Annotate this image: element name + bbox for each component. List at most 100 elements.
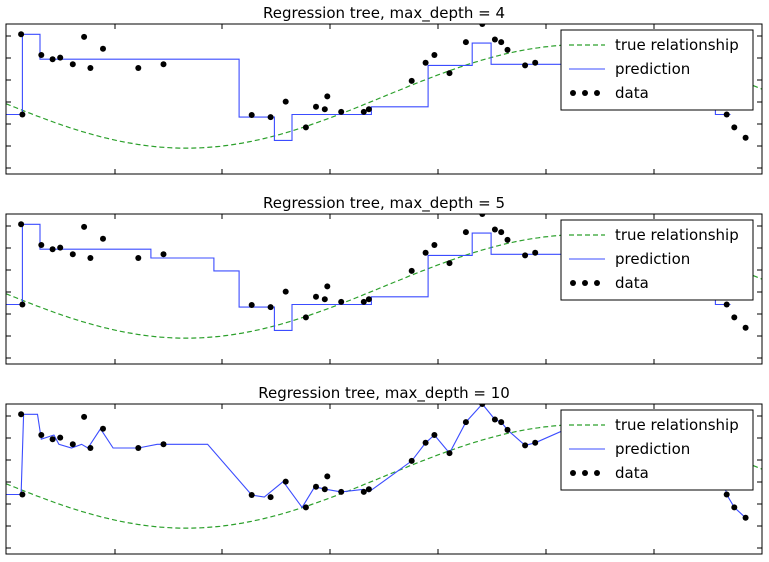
data-point (462, 229, 469, 236)
data-point (302, 124, 309, 131)
data-point (338, 108, 345, 115)
data-point (321, 106, 328, 113)
legend-label: prediction (615, 440, 690, 458)
data-point (742, 324, 749, 331)
data-point (324, 93, 331, 100)
data-point (731, 124, 738, 131)
data-point (360, 488, 367, 495)
legend-label: true relationship (615, 36, 739, 54)
data-point (498, 39, 505, 46)
data-point (498, 229, 505, 236)
data-point (267, 494, 274, 501)
data-point (18, 411, 25, 418)
data-point (532, 59, 539, 66)
data-point (321, 486, 328, 493)
legend-label: true relationship (615, 226, 739, 244)
data-point (431, 52, 438, 58)
data-point (321, 296, 328, 303)
data-point (313, 483, 319, 490)
legend-data-swatch (582, 90, 588, 96)
legend-data-swatch (582, 470, 588, 476)
data-point (408, 267, 415, 274)
data-point (338, 488, 345, 495)
data-point (504, 426, 511, 433)
chart-title: Regression tree, max_depth = 5 (263, 194, 505, 213)
data-point (462, 39, 469, 46)
subplot-2: Regression tree, max_depth = 5 true relat… (5, 194, 763, 365)
data-point (408, 77, 415, 84)
legend-data-swatch (594, 90, 600, 96)
data-point (18, 31, 25, 38)
data-point (160, 251, 167, 258)
data-point (498, 419, 505, 426)
legend-label: data (615, 274, 649, 292)
data-point (81, 223, 88, 230)
data-point (135, 65, 142, 71)
data-point (248, 112, 255, 118)
data-point (491, 416, 498, 423)
data-point (365, 486, 372, 493)
data-point (49, 56, 56, 63)
chart-title: Regression tree, max_depth = 4 (263, 4, 505, 23)
data-point (135, 255, 142, 261)
data-point (522, 62, 529, 69)
data-point (504, 46, 511, 53)
legend-label: data (615, 84, 649, 102)
data-point (422, 249, 429, 256)
data-point (302, 504, 309, 511)
legend-box (560, 409, 754, 491)
data-point (267, 114, 274, 121)
data-point (431, 242, 438, 248)
data-point (313, 293, 319, 300)
data-point (160, 61, 167, 68)
data-point (282, 288, 289, 295)
legend: true relationship prediction data (560, 409, 754, 491)
data-point (731, 504, 738, 511)
chart-title: Regression tree, max_depth = 10 (258, 384, 510, 403)
data-point (723, 301, 730, 308)
legend-data-swatch (570, 90, 576, 96)
legend-data-swatch (570, 280, 576, 286)
data-point (522, 252, 529, 259)
data-point (100, 425, 106, 432)
subplot-1: Regression tree, max_depth = 4 true relat… (5, 4, 763, 175)
data-point (69, 61, 76, 68)
data-point (302, 314, 309, 321)
data-point (360, 108, 367, 115)
data-point (49, 436, 56, 443)
data-point (731, 314, 738, 321)
data-point (408, 457, 415, 464)
data-point (324, 473, 331, 480)
data-point (313, 103, 319, 110)
data-point (81, 413, 88, 420)
data-point (365, 296, 372, 303)
data-point (422, 59, 429, 66)
data-point (248, 302, 255, 308)
true-relationship-line (6, 234, 762, 339)
data-point (338, 298, 345, 305)
true-relationship-line (6, 424, 762, 529)
data-point (19, 301, 26, 308)
legend-box (560, 219, 754, 301)
data-point (491, 36, 498, 43)
legend-data-swatch (570, 470, 576, 476)
legend-label: prediction (615, 60, 690, 78)
data-point (267, 304, 274, 311)
data-point (38, 52, 45, 58)
data-point (57, 54, 64, 61)
data-point (100, 45, 106, 52)
subplot-3: Regression tree, max_depth = 10 true rela… (5, 384, 763, 555)
legend-data-swatch (594, 470, 600, 476)
data-point (522, 442, 529, 449)
data-point (479, 214, 486, 217)
data-point (723, 111, 730, 118)
data-point (69, 441, 76, 448)
data-point (160, 441, 167, 448)
axes-frame (5, 23, 763, 175)
data-point (422, 439, 429, 446)
data-point (446, 450, 453, 457)
data-point (19, 491, 26, 498)
axes-frame (5, 403, 763, 555)
legend: true relationship prediction data (560, 29, 754, 111)
